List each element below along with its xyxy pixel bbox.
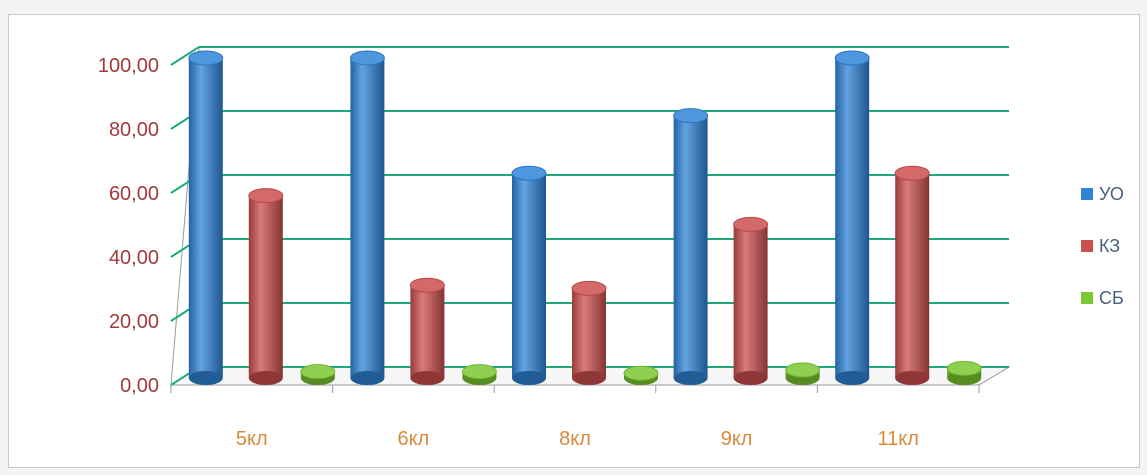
bar-body (733, 224, 768, 378)
chart-canvas: 0,00 20,00 40,00 60,00 80,00 100,00 5кл 6кл 8кл 9… (98, 46, 1124, 450)
bar-body (895, 173, 930, 378)
bar-body (248, 195, 283, 378)
bar-top (349, 50, 385, 66)
bar-base (350, 371, 385, 385)
legend-swatch (1081, 292, 1093, 304)
bar-base (835, 371, 870, 385)
bar-base (188, 371, 223, 385)
y-tick-label: 100,00 (98, 55, 159, 77)
bar-base (895, 371, 930, 385)
gridline (170, 174, 1009, 194)
bar-base (512, 371, 546, 385)
bar-КЗ-5кл (248, 188, 284, 385)
bar-base (248, 371, 283, 385)
bar-УО-11кл (834, 50, 870, 385)
bar-top (623, 365, 659, 381)
bar-СБ-6кл (461, 364, 497, 385)
bar-top (673, 108, 709, 124)
legend-swatch (1081, 188, 1093, 200)
legend-label: СБ (1099, 288, 1124, 308)
bar-top (785, 362, 821, 378)
chart-frame: 0,00 20,00 40,00 60,00 80,00 100,00 5кл 6кл 8кл 9… (8, 14, 1140, 468)
bar-top (571, 280, 607, 296)
gridline (170, 110, 1009, 130)
y-tick-label: 0,00 (120, 375, 159, 397)
bar-top (409, 277, 445, 293)
bar-top (188, 50, 224, 66)
bar-body (572, 288, 606, 378)
bar-body (673, 115, 708, 378)
y-tick-label: 20,00 (109, 311, 159, 333)
gridline (170, 238, 1009, 258)
bar-КЗ-9кл (733, 216, 769, 385)
bar-body (835, 58, 870, 378)
legend-label: УО (1099, 184, 1124, 204)
bar-base (410, 371, 445, 385)
bar-body (410, 285, 445, 378)
y-tick-label: 80,00 (109, 119, 159, 141)
bar-top (461, 364, 497, 380)
legend-label: КЗ (1099, 236, 1120, 256)
bar-top (511, 165, 547, 181)
bar-top (946, 360, 982, 376)
bar-СБ-5кл (300, 364, 336, 385)
x-category-label: 6кл (398, 428, 430, 450)
x-category-label: 5кл (236, 428, 268, 450)
y-tick-label: 40,00 (109, 247, 159, 269)
bar-body (350, 58, 385, 378)
y-tick-label: 60,00 (109, 183, 159, 205)
bar-УО-5кл (188, 50, 224, 385)
bar-top (733, 216, 769, 232)
bar-КЗ-8кл (571, 280, 607, 385)
bar-СБ-9кл (785, 362, 821, 385)
bar-top (894, 165, 930, 181)
bar-СБ-8кл (623, 365, 659, 385)
legend-swatch (1081, 240, 1093, 252)
bar-УО-9кл (673, 108, 709, 385)
bar-body (188, 58, 223, 378)
bar-УО-8кл (511, 165, 547, 385)
gridline (170, 46, 1009, 66)
bar-base (673, 371, 708, 385)
bar-КЗ-6кл (409, 277, 445, 385)
bar-base (733, 371, 768, 385)
bar-УО-6кл (349, 50, 385, 385)
bar-КЗ-11кл (894, 165, 930, 385)
bar-top (834, 50, 870, 66)
bar-top (248, 188, 284, 204)
bar-СБ-11кл (946, 360, 982, 385)
bar-body (512, 173, 546, 378)
x-category-label: 9кл (721, 428, 753, 450)
bar-top (300, 364, 336, 380)
bar-base (572, 371, 606, 385)
x-category-label: 8кл (559, 428, 591, 450)
x-category-label: 11кл (877, 428, 918, 450)
